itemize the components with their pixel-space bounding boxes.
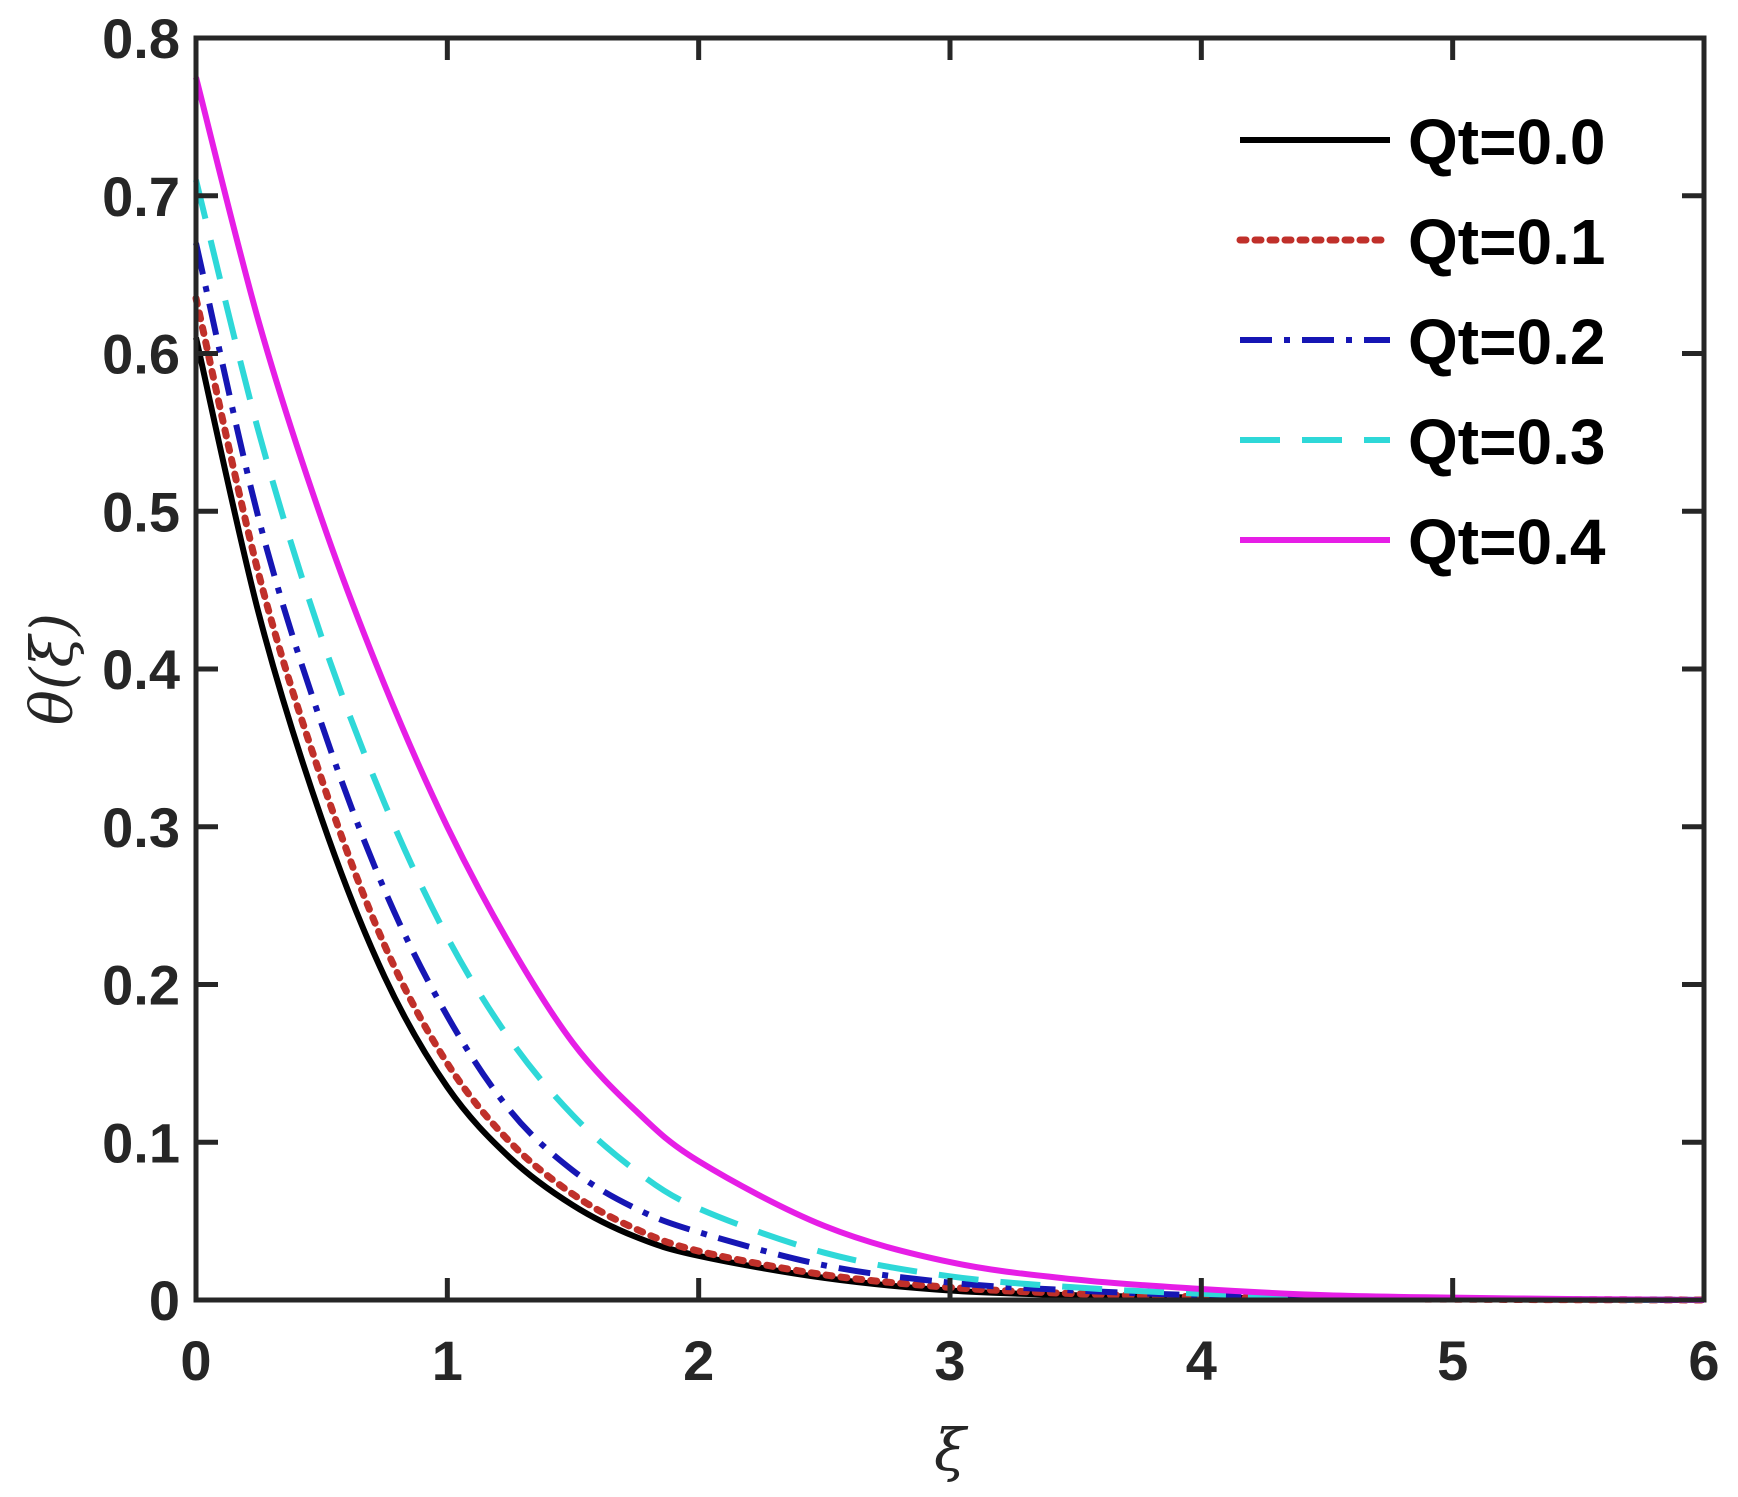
y-tick-label: 0.5 — [102, 480, 180, 543]
legend-label-3: Qt=0.3 — [1408, 406, 1605, 478]
x-tick-label: 0 — [180, 1329, 211, 1392]
y-tick-label: 0.3 — [102, 796, 180, 859]
y-tick-label: 0.4 — [102, 638, 180, 701]
x-tick-label: 4 — [1186, 1329, 1217, 1392]
x-tick-label: 1 — [432, 1329, 463, 1392]
y-tick-label: 0.7 — [102, 165, 180, 228]
y-tick-label: 0.6 — [102, 323, 180, 386]
y-tick-label: 0 — [149, 1269, 180, 1332]
y-tick-label: 0.1 — [102, 1111, 180, 1174]
y-axis-title: θ(ξ) — [18, 613, 86, 725]
ticks-layer: 0 1 2 3 4 5 6 0 0.1 0.2 0.3 0.4 0.5 0.6 0.7 0.8 — [102, 7, 1719, 1392]
legend-label-0: Qt=0.0 — [1408, 106, 1605, 178]
legend-label-2: Qt=0.2 — [1408, 306, 1605, 378]
legend: Qt=0.0 Qt=0.1 Qt=0.2 Qt=0.3 Qt=0.4 — [1236, 106, 1606, 578]
x-tick-label: 6 — [1688, 1329, 1719, 1392]
x-tick-label: 2 — [683, 1329, 714, 1392]
legend-label-1: Qt=0.1 — [1408, 206, 1605, 278]
x-axis-title: ξ — [934, 1416, 969, 1484]
series-line-4 — [193, 76, 1705, 1303]
y-tick-label: 0.2 — [102, 954, 180, 1017]
y-tick-label: 0.8 — [102, 7, 180, 70]
x-tick-label: 5 — [1437, 1329, 1468, 1392]
x-tick-label: 3 — [934, 1329, 965, 1392]
legend-label-4: Qt=0.4 — [1408, 506, 1606, 578]
